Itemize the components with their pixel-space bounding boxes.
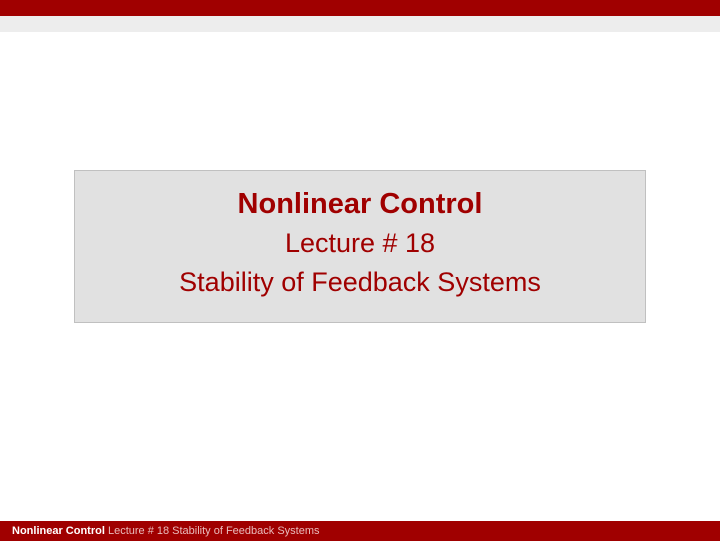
slide-title: Nonlinear Control [85, 185, 635, 224]
slide-topic: Stability of Feedback Systems [85, 263, 635, 302]
header-sub-bar [0, 16, 720, 32]
slide-lecture-number: Lecture # 18 [85, 224, 635, 263]
title-block: Nonlinear Control Lecture # 18 Stability… [74, 170, 646, 323]
footer-title-strong: Nonlinear Control [12, 525, 105, 537]
footer-title-rest: Lecture # 18 Stability of Feedback Syste… [108, 525, 320, 537]
header-top-bar [0, 0, 720, 16]
footer-bar: Nonlinear Control Lecture # 18 Stability… [0, 521, 720, 541]
